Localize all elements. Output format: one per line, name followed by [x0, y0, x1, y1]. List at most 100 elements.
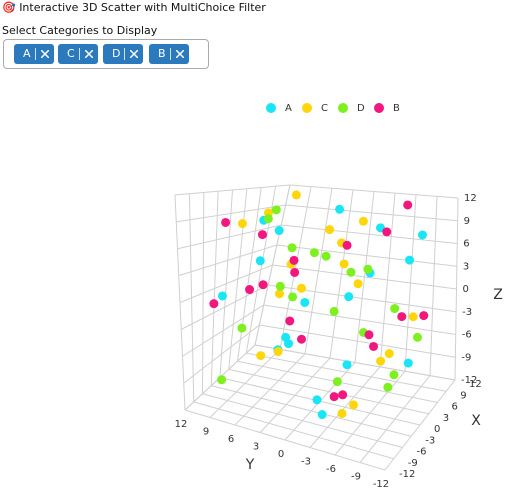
chip[interactable]: A	[14, 44, 54, 64]
point	[257, 230, 267, 240]
point	[309, 248, 319, 258]
y-tick-label: -9	[351, 472, 361, 483]
chip-divider	[124, 48, 125, 60]
chip-divider	[79, 48, 80, 60]
point	[382, 227, 392, 237]
y-tick-label: 0	[278, 449, 284, 460]
point	[263, 214, 273, 224]
z-tick-label: -12	[461, 375, 477, 386]
point	[291, 190, 301, 200]
y-axis-title: Y	[245, 457, 255, 473]
y-tick-label: -3	[301, 457, 311, 468]
point	[288, 292, 298, 302]
y-tick-label: -6	[326, 464, 336, 475]
x-tick-label: 3	[443, 413, 449, 424]
point	[397, 312, 407, 322]
point	[285, 316, 295, 326]
point	[271, 205, 281, 215]
app-title: 🎯 Interactive 3D Scatter with MultiChoic…	[2, 1, 266, 14]
legend-label: A	[285, 103, 292, 114]
legend-label: D	[357, 103, 365, 114]
z-tick-label: -6	[462, 330, 472, 341]
point	[274, 289, 284, 299]
z-tick-label: 3	[463, 261, 469, 272]
point	[403, 200, 413, 210]
point	[274, 226, 284, 236]
chip-remove[interactable]	[85, 50, 93, 58]
z-tick-label: -3	[462, 307, 472, 318]
point	[389, 370, 399, 380]
chip-divider	[35, 48, 36, 60]
chip[interactable]: D	[103, 44, 143, 64]
y-tick-label: -12	[373, 479, 389, 490]
point	[237, 323, 247, 333]
point	[342, 240, 352, 250]
z-tick-label: 12	[464, 193, 477, 204]
x-axis-title: X	[471, 413, 481, 429]
grid-line	[234, 353, 306, 426]
chip-remove[interactable]	[130, 50, 138, 58]
chip-remove[interactable]	[176, 50, 184, 58]
point	[408, 312, 418, 322]
grid-line	[254, 344, 456, 381]
point	[209, 299, 219, 309]
x-tick-label: 9	[460, 390, 466, 401]
point	[217, 291, 227, 301]
point	[338, 390, 348, 400]
legend-label: B	[393, 103, 400, 114]
point	[419, 311, 429, 321]
point	[332, 377, 342, 387]
point	[376, 356, 386, 366]
legend-marker	[266, 103, 276, 113]
y-tick-label: 6	[228, 434, 234, 445]
point	[297, 334, 307, 344]
x-tick-label: -12	[399, 469, 415, 480]
point	[329, 306, 339, 316]
point	[335, 204, 345, 214]
point	[258, 280, 268, 290]
chip-label: B	[158, 47, 166, 60]
legend-label: C	[321, 103, 328, 114]
grid-line	[263, 304, 456, 335]
grid-line	[209, 349, 281, 418]
x-tick-label: 0	[434, 424, 440, 435]
chip-label: D	[112, 47, 121, 60]
point	[412, 332, 422, 342]
point	[245, 285, 255, 295]
chip-remove[interactable]	[41, 50, 49, 58]
grid-line	[181, 284, 269, 330]
point	[289, 255, 299, 265]
point	[349, 400, 359, 410]
legend-marker	[338, 103, 348, 113]
point	[344, 292, 354, 302]
chip[interactable]: B	[149, 44, 189, 64]
grid-line	[289, 184, 459, 199]
point	[300, 297, 310, 307]
point	[342, 360, 352, 370]
grid-line	[334, 370, 406, 456]
grid-line	[176, 204, 286, 223]
point	[325, 225, 335, 235]
grid-line	[177, 224, 282, 250]
chip-divider	[170, 48, 171, 60]
chip[interactable]: C	[58, 44, 98, 64]
point	[329, 392, 339, 402]
point	[353, 279, 363, 289]
grid-line	[178, 244, 278, 277]
point	[217, 375, 227, 385]
grid-line	[359, 375, 431, 463]
z-axis-title: Z	[493, 287, 503, 303]
point	[256, 351, 266, 361]
x-tick-label: 6	[452, 402, 458, 413]
point	[317, 410, 327, 420]
point	[275, 281, 285, 291]
point	[364, 330, 374, 340]
point	[312, 395, 322, 405]
x-tick-label: -6	[417, 447, 427, 458]
chip-label: A	[23, 47, 31, 60]
z-tick-label: 6	[463, 239, 469, 250]
grid-line	[183, 324, 260, 384]
z-tick-label: 9	[464, 216, 470, 227]
